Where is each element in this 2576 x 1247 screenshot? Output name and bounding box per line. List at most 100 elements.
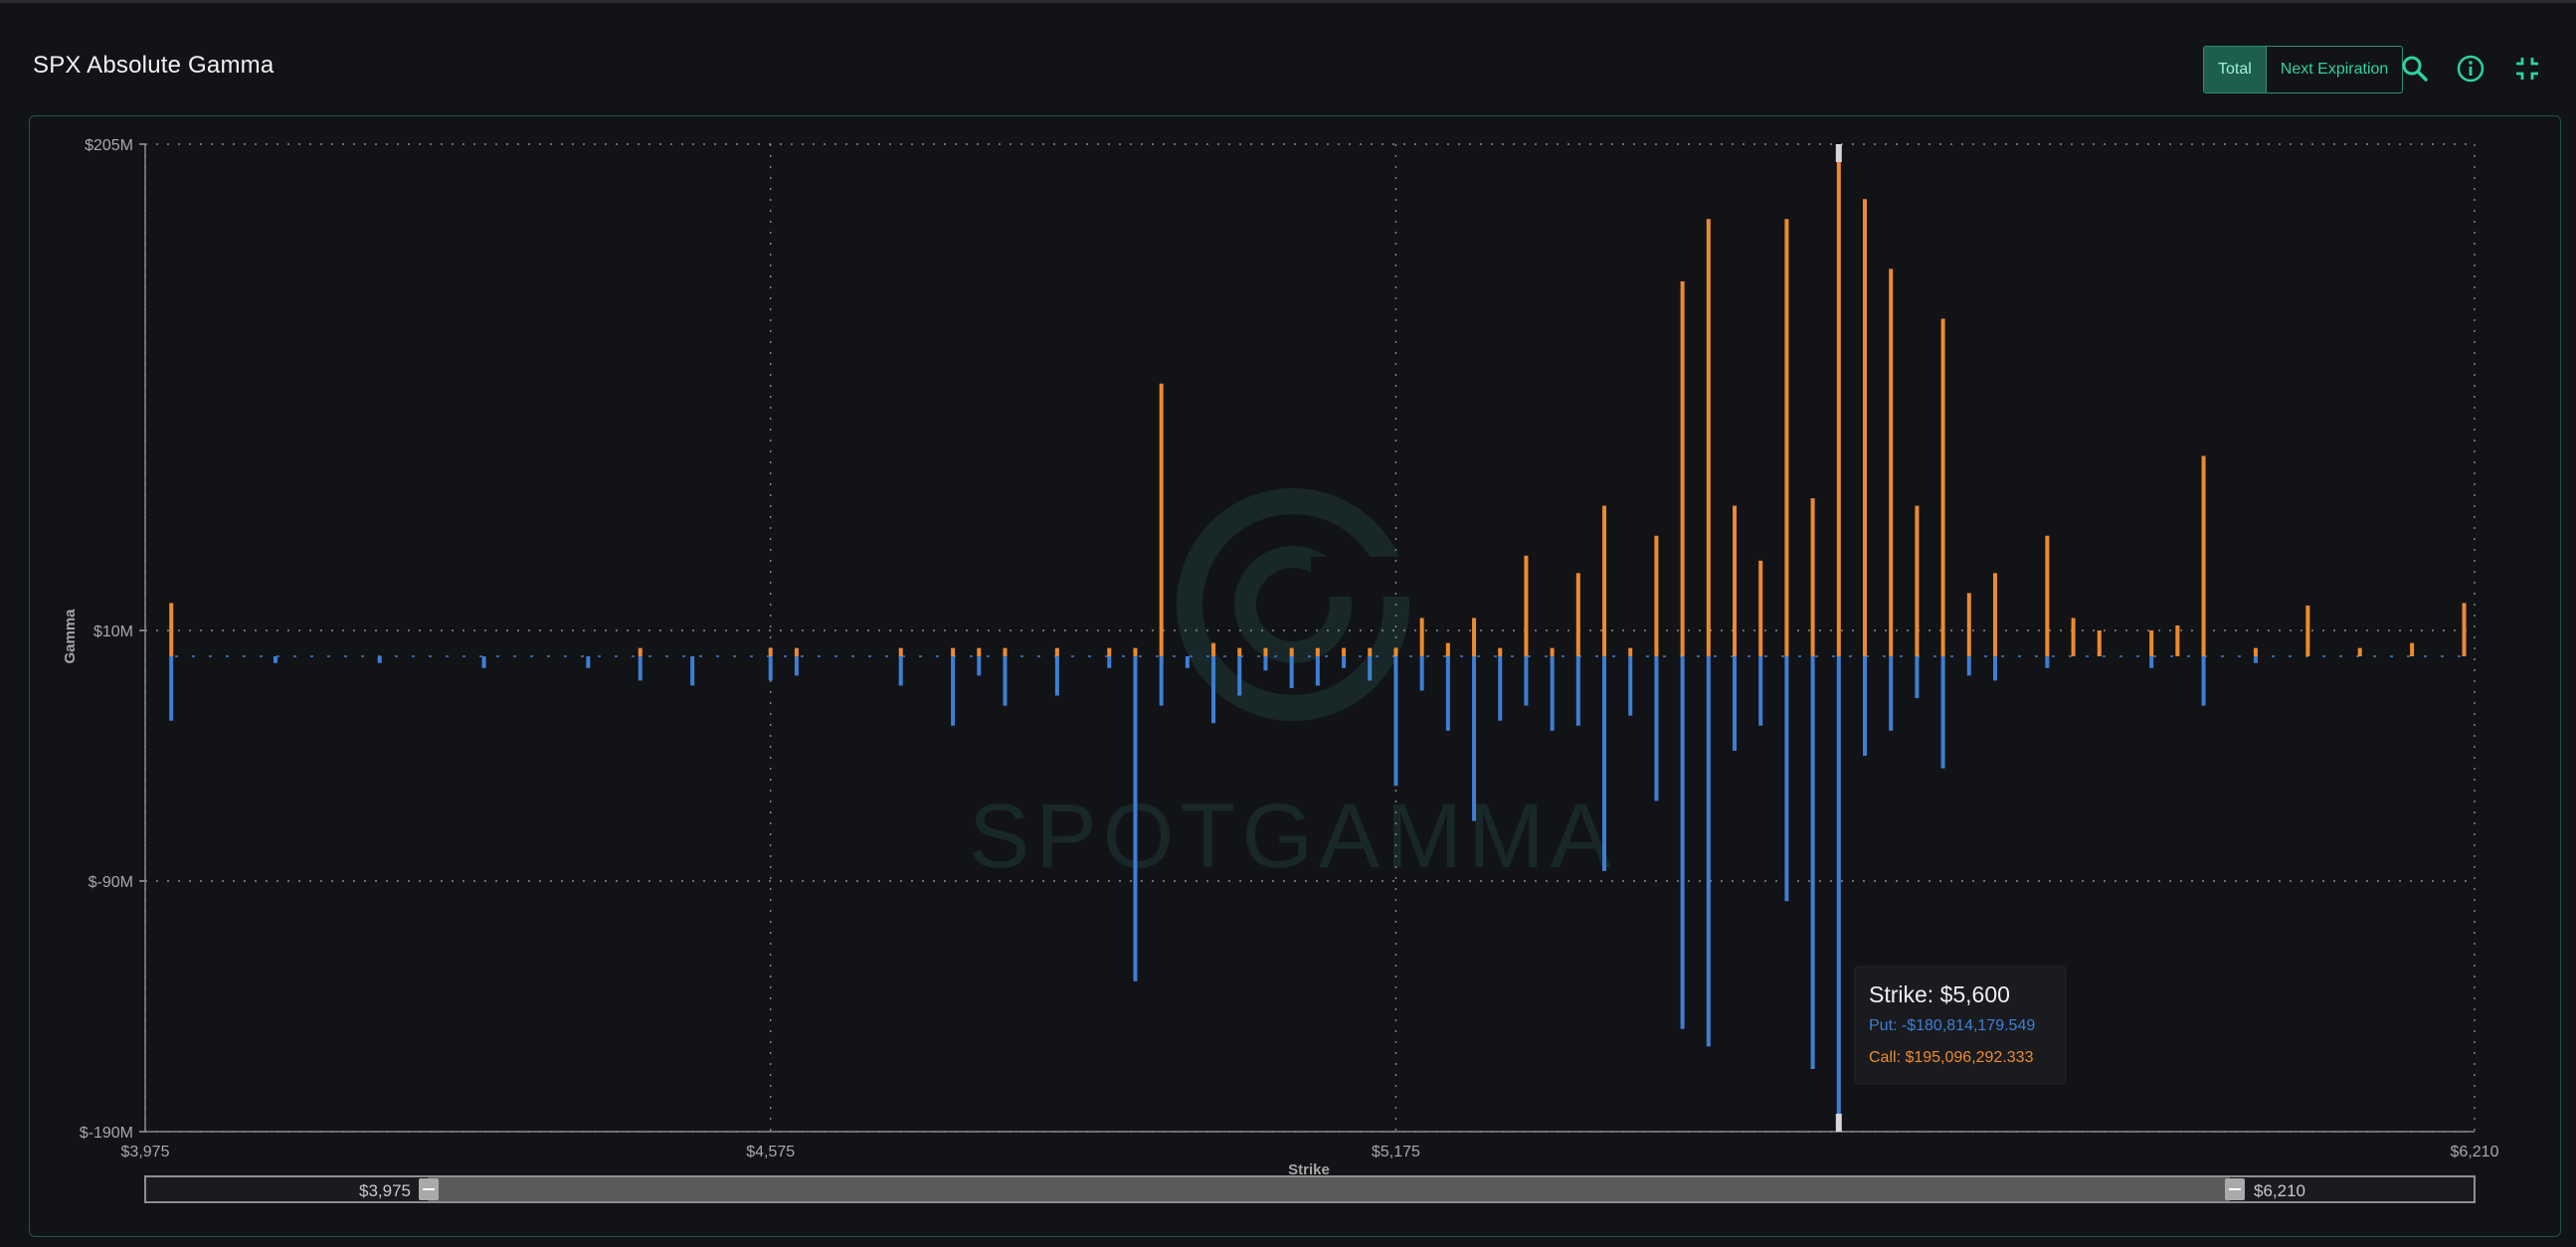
toggle-next-expiration-button[interactable]: Next Expiration <box>2280 61 2389 78</box>
put-bar[interactable] <box>1784 656 1789 902</box>
put-bar[interactable] <box>1445 656 1450 731</box>
call-bar[interactable] <box>1733 505 1738 656</box>
put-bar[interactable] <box>1054 656 1059 696</box>
put-bar[interactable] <box>1915 656 1920 699</box>
call-bar[interactable] <box>1966 593 1971 656</box>
put-bar[interactable] <box>1185 656 1190 668</box>
put-bar[interactable] <box>2149 656 2154 668</box>
put-bar[interactable] <box>377 656 382 663</box>
put-bar[interactable] <box>1966 656 1971 676</box>
range-slider[interactable]: $3,975 $6,210 <box>144 1175 2476 1203</box>
call-bar[interactable] <box>1263 647 1268 656</box>
call-bar[interactable] <box>794 647 799 656</box>
call-bar[interactable] <box>1003 647 1008 656</box>
call-bar[interactable] <box>898 647 903 656</box>
call-bar[interactable] <box>1575 573 1580 656</box>
call-bar[interactable] <box>1498 647 1503 656</box>
put-bar[interactable] <box>1524 656 1529 706</box>
call-bar[interactable] <box>1836 144 1841 656</box>
put-bar[interactable] <box>1498 656 1503 721</box>
call-bar[interactable] <box>1915 505 1920 656</box>
call-bar[interactable] <box>1524 555 1529 656</box>
call-bar[interactable] <box>1992 573 1997 656</box>
call-bar[interactable] <box>1940 318 1945 656</box>
put-bar[interactable] <box>1289 656 1294 688</box>
call-bar[interactable] <box>1054 647 1059 656</box>
put-bar[interactable] <box>898 656 903 686</box>
call-bar[interactable] <box>2175 624 2180 656</box>
call-bar[interactable] <box>2097 630 2102 656</box>
put-bar[interactable] <box>2201 656 2206 706</box>
call-bar[interactable] <box>1289 647 1294 656</box>
put-bar[interactable] <box>1602 656 1607 871</box>
call-bar[interactable] <box>169 603 174 656</box>
call-bar[interactable] <box>1159 383 1164 656</box>
put-bar[interactable] <box>1680 656 1685 1029</box>
view-toggle[interactable]: Total Next Expiration <box>2203 46 2404 93</box>
put-bar[interactable] <box>977 656 982 676</box>
call-bar[interactable] <box>2071 618 2076 656</box>
call-bar[interactable] <box>1419 618 1424 656</box>
put-bar[interactable] <box>2045 656 2050 668</box>
call-bar[interactable] <box>1602 505 1607 656</box>
call-bar[interactable] <box>1342 647 1347 656</box>
put-bar[interactable] <box>1368 656 1373 681</box>
put-bar[interactable] <box>1862 656 1867 756</box>
put-bar[interactable] <box>1733 656 1738 751</box>
call-bar[interactable] <box>2149 630 2154 656</box>
put-bar[interactable] <box>1419 656 1424 691</box>
search-icon[interactable] <box>2398 52 2432 86</box>
put-bar[interactable] <box>1654 656 1659 802</box>
call-bar[interactable] <box>2045 535 2050 656</box>
put-bar[interactable] <box>2253 656 2258 663</box>
call-bar[interactable] <box>2357 647 2362 656</box>
put-bar[interactable] <box>951 656 956 726</box>
put-bar[interactable] <box>1159 656 1164 706</box>
call-bar[interactable] <box>1237 647 1242 656</box>
put-bar[interactable] <box>1003 656 1008 706</box>
put-bar[interactable] <box>1342 656 1347 668</box>
put-bar[interactable] <box>481 656 486 668</box>
put-bar[interactable] <box>1575 656 1580 726</box>
info-icon[interactable] <box>2454 52 2487 86</box>
put-bar[interactable] <box>1836 656 1841 1132</box>
call-bar[interactable] <box>2410 642 2415 656</box>
call-bar[interactable] <box>2462 603 2467 656</box>
call-bar[interactable] <box>2201 455 2206 656</box>
put-bar[interactable] <box>1889 656 1894 731</box>
call-bar[interactable] <box>1680 280 1685 656</box>
call-bar[interactable] <box>1550 647 1555 656</box>
call-bar[interactable] <box>1810 498 1815 656</box>
call-bar[interactable] <box>1445 642 1450 656</box>
call-bar[interactable] <box>1315 647 1320 656</box>
put-bar[interactable] <box>1107 656 1112 668</box>
call-bar[interactable] <box>1368 647 1373 656</box>
put-bar[interactable] <box>1237 656 1242 696</box>
call-bar[interactable] <box>1107 647 1112 656</box>
put-bar[interactable] <box>1992 656 1997 681</box>
call-bar[interactable] <box>768 647 773 656</box>
call-bar[interactable] <box>1654 535 1659 656</box>
call-bar[interactable] <box>977 647 982 656</box>
put-bar[interactable] <box>1628 656 1633 716</box>
put-bar[interactable] <box>1758 656 1763 726</box>
put-bar[interactable] <box>586 656 591 668</box>
call-bar[interactable] <box>1472 618 1477 656</box>
call-bar[interactable] <box>1133 647 1138 656</box>
call-bar[interactable] <box>2253 647 2258 656</box>
call-bar[interactable] <box>951 647 956 656</box>
call-bar[interactable] <box>1889 268 1894 656</box>
put-bar[interactable] <box>1263 656 1268 671</box>
put-bar[interactable] <box>169 656 174 721</box>
call-bar[interactable] <box>638 647 643 656</box>
call-bar[interactable] <box>1784 219 1789 656</box>
put-bar[interactable] <box>1133 656 1138 981</box>
put-bar[interactable] <box>1940 656 1945 769</box>
put-bar[interactable] <box>1315 656 1320 686</box>
collapse-icon[interactable] <box>2510 52 2544 86</box>
put-bar[interactable] <box>794 656 799 676</box>
put-bar[interactable] <box>1550 656 1555 731</box>
put-bar[interactable] <box>1810 656 1815 1069</box>
put-bar[interactable] <box>768 656 773 681</box>
put-bar[interactable] <box>1706 656 1711 1047</box>
